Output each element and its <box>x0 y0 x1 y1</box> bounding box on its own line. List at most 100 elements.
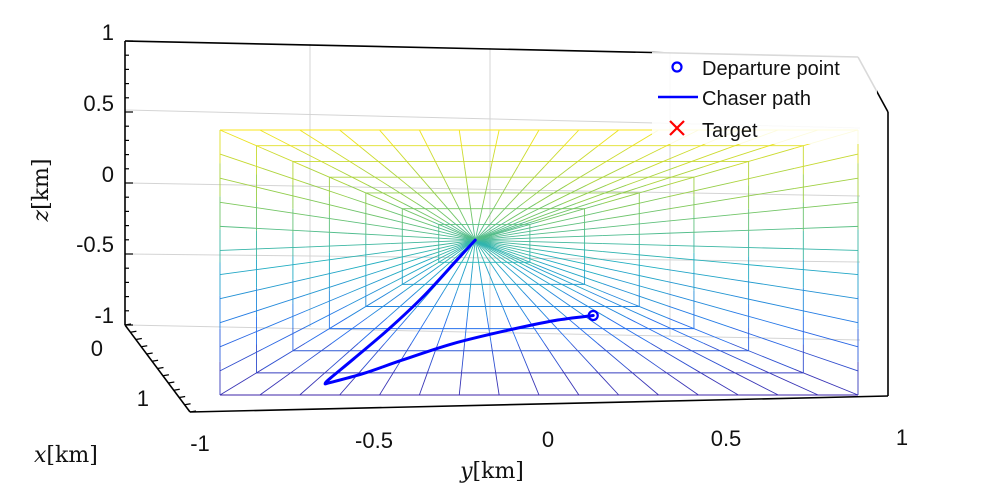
mesh-line <box>416 265 447 293</box>
mesh-line <box>390 249 433 261</box>
mesh-line <box>474 239 520 267</box>
mesh-line <box>623 343 662 370</box>
mesh-line <box>589 184 647 204</box>
mesh-line <box>570 147 596 168</box>
mesh-line <box>219 248 263 251</box>
mesh-line <box>505 265 537 293</box>
mesh-line <box>472 240 476 266</box>
grid-line <box>124 253 861 263</box>
mesh-line <box>597 343 629 370</box>
mesh-line <box>331 166 368 186</box>
mesh-line <box>475 239 540 251</box>
mesh-line <box>730 294 795 310</box>
mesh-line <box>389 265 433 293</box>
mesh-line <box>475 239 540 259</box>
mesh-line <box>498 203 524 223</box>
mesh-line <box>389 253 433 269</box>
mesh-line <box>305 256 348 264</box>
mesh-line <box>703 147 762 168</box>
mesh-line <box>429 203 453 223</box>
mesh-line <box>597 147 629 168</box>
mesh-line <box>538 219 603 231</box>
mesh-line <box>602 283 667 306</box>
mesh-line <box>367 184 404 204</box>
x-tick-mark <box>130 330 137 333</box>
mesh-line <box>347 243 391 246</box>
mesh-line <box>474 239 526 267</box>
mesh-line <box>794 288 859 300</box>
mesh-line <box>304 198 348 210</box>
mesh-line <box>566 166 598 186</box>
mesh-line <box>666 214 731 222</box>
mesh-line <box>666 293 731 312</box>
mesh-line <box>490 148 496 167</box>
mesh-line <box>219 368 263 396</box>
mesh-line <box>432 239 476 247</box>
mesh-line <box>389 257 433 277</box>
mesh-line <box>512 265 550 293</box>
mesh-line <box>262 168 306 184</box>
mesh-line <box>623 147 662 168</box>
x-tick-mark <box>179 395 186 399</box>
z-tick-label: 0.5 <box>83 91 114 116</box>
mesh-line <box>474 239 493 267</box>
mesh-line <box>677 147 728 168</box>
mesh-line <box>446 184 457 204</box>
mesh-line <box>465 239 476 267</box>
legend-departure-marker <box>671 61 683 73</box>
mesh-line <box>474 239 487 267</box>
mesh-line <box>646 166 704 186</box>
mesh-line <box>478 265 484 292</box>
mesh-line <box>730 228 795 232</box>
mesh-line <box>538 249 603 261</box>
mesh-line <box>606 317 651 344</box>
x-axis-unit: [km] <box>46 443 97 468</box>
mesh-line <box>361 148 386 168</box>
mesh-line <box>347 184 391 204</box>
mesh-line <box>626 166 678 186</box>
mesh-line <box>482 184 488 204</box>
mesh-line <box>304 317 348 344</box>
mesh-line <box>437 317 448 344</box>
mesh-line <box>543 148 562 168</box>
mesh-line <box>347 291 391 318</box>
mesh-line <box>305 230 348 234</box>
mesh-line <box>760 368 819 396</box>
y-tick-label: 1 <box>896 425 908 450</box>
x-tick-mark <box>151 359 159 362</box>
mesh-line <box>538 257 603 277</box>
mesh-line <box>395 148 412 168</box>
mesh-line <box>730 278 795 290</box>
mesh-line <box>730 208 795 216</box>
mesh-line <box>432 239 476 255</box>
mesh-line <box>331 317 368 344</box>
mesh-line <box>517 148 529 167</box>
mesh-line <box>262 147 306 168</box>
mesh-line <box>602 243 667 246</box>
z-axis-unit: [km] <box>29 159 54 210</box>
mesh-line <box>602 196 667 212</box>
x-tick-label: 0 <box>91 336 103 361</box>
mesh-line <box>347 196 391 212</box>
mesh-line <box>566 317 598 344</box>
mesh-line <box>407 291 431 318</box>
mesh-line <box>347 283 391 306</box>
y-tick-label: 0.5 <box>711 426 742 451</box>
mesh-line <box>538 211 603 227</box>
mesh-line <box>389 211 433 227</box>
mesh-line <box>694 368 739 396</box>
mesh-line <box>407 184 431 204</box>
mesh-line <box>602 267 667 282</box>
mesh-line <box>432 239 476 259</box>
mesh-line <box>518 203 564 223</box>
mesh-line <box>666 230 731 234</box>
mesh-line <box>666 280 731 296</box>
mesh-line <box>475 239 540 247</box>
mesh-line <box>432 239 476 243</box>
mesh-line <box>219 129 263 149</box>
y-axis-label: y[km] <box>459 459 524 484</box>
mesh-line <box>347 251 391 258</box>
mesh-line <box>650 342 695 370</box>
mesh-line <box>549 291 588 318</box>
mesh-line <box>730 246 795 250</box>
